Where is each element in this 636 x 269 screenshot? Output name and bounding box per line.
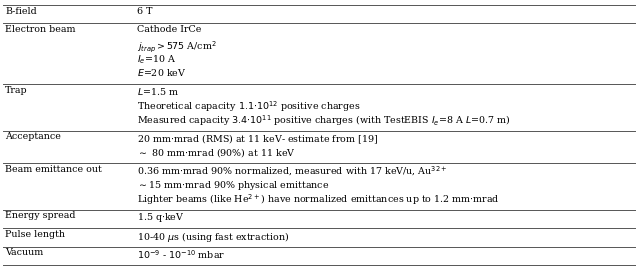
Text: Trap: Trap [5,86,28,95]
Text: 10-40 $\mu$s (using fast extraction): 10-40 $\mu$s (using fast extraction) [137,230,289,244]
Text: $j_{trap} > 575$ A/cm$^{2}$: $j_{trap} > 575$ A/cm$^{2}$ [137,39,216,54]
Text: Lighter beams (like He$^{2+}$) have normalized emittances up to 1.2 mm$\cdot$mra: Lighter beams (like He$^{2+}$) have norm… [137,193,499,207]
Text: Cathode IrCe: Cathode IrCe [137,25,201,34]
Text: 1.5 q$\cdot$keV: 1.5 q$\cdot$keV [137,211,184,224]
Text: $10^{-9}$ - $10^{-10}$ mbar: $10^{-9}$ - $10^{-10}$ mbar [137,248,225,261]
Text: Vacuum: Vacuum [5,248,43,257]
Text: $E$=20 keV: $E$=20 keV [137,67,186,78]
Text: Pulse length: Pulse length [5,230,65,239]
Text: 6 T: 6 T [137,6,152,16]
Text: Acceptance: Acceptance [5,132,61,141]
Text: Beam emittance out: Beam emittance out [5,165,102,174]
Text: Energy spread: Energy spread [5,211,76,220]
Text: 0.36 mm$\cdot$mrad 90% normalized, measured with 17 keV/u, Au$^{32+}$: 0.36 mm$\cdot$mrad 90% normalized, measu… [137,165,447,178]
Text: B-field: B-field [5,6,37,16]
Text: Electron beam: Electron beam [5,25,76,34]
Text: $\sim$ 80 mm$\cdot$mrad (90%) at 11 keV: $\sim$ 80 mm$\cdot$mrad (90%) at 11 keV [137,146,295,159]
Text: $I_{e}$=10 A: $I_{e}$=10 A [137,53,176,66]
Text: $L$=1.5 m: $L$=1.5 m [137,86,179,97]
Text: Theoretical capacity $1.1{\cdot}10^{12}$ positive charges: Theoretical capacity $1.1{\cdot}10^{12}$… [137,100,360,114]
Text: 20 mm$\cdot$mrad (RMS) at 11 keV- estimate from [19]: 20 mm$\cdot$mrad (RMS) at 11 keV- estima… [137,132,378,146]
Text: Measured capacity $3.4{\cdot}10^{11}$ positive charges (with TestEBIS $I_{e}$=8 : Measured capacity $3.4{\cdot}10^{11}$ po… [137,114,510,128]
Text: $\sim$15 mm$\cdot$mrad 90% physical emittance: $\sim$15 mm$\cdot$mrad 90% physical emit… [137,179,329,192]
